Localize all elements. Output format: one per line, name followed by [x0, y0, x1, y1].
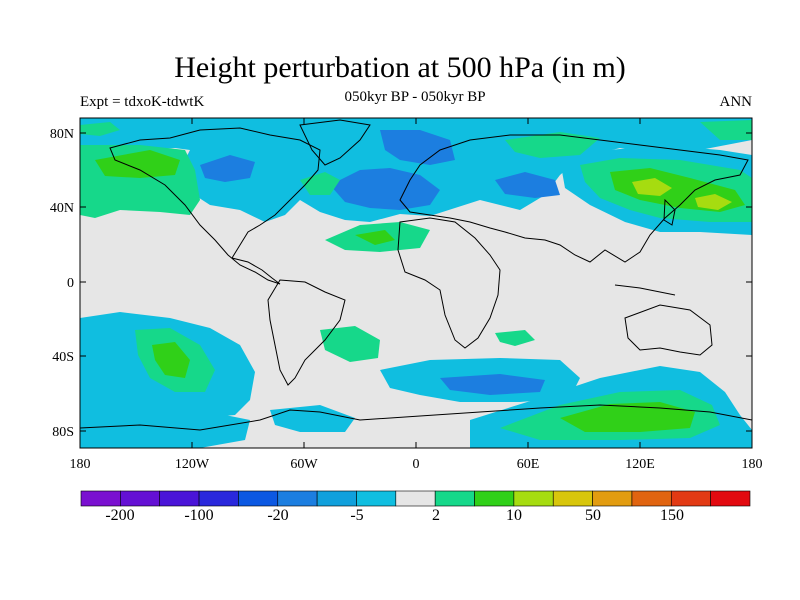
colorbar-label: -100: [184, 507, 214, 524]
coast-africa: [397, 217, 501, 349]
colorbar-swatch: [316, 490, 357, 507]
lat-axis: 80N 40N 0 40S 80S: [50, 127, 752, 440]
colorbar-label: 50: [585, 507, 601, 524]
contour-southatl-core: [440, 374, 545, 395]
contour-alaska-core: [95, 150, 180, 178]
contour-safrica-positive: [495, 330, 535, 346]
contour-eastpac-positive-2: [700, 120, 752, 140]
contour-drake-negative: [270, 405, 355, 432]
colorbar-label: 2: [432, 507, 440, 524]
lon-tick-label: 60E: [517, 457, 540, 472]
lat-tick-label: 40N: [50, 201, 74, 216]
contour-arctic-positive: [505, 132, 600, 158]
contour-indian-core: [560, 402, 695, 432]
experiment-label: Expt = tdxoK-tdwtK: [80, 94, 205, 110]
lat-tick-label: 80S: [52, 425, 74, 440]
map-title: Height perturbation at 500 hPa (in m): [174, 51, 626, 84]
coastlines: [80, 119, 752, 431]
colorbar-swatch: [80, 490, 121, 507]
coast-japan: [663, 198, 676, 226]
coast-north-america: [109, 127, 321, 285]
colorbar-swatch: [552, 490, 593, 507]
coast-europe-asia: [399, 134, 749, 263]
colorbar-swatch: [670, 490, 711, 507]
contour-samerica-positive: [320, 326, 380, 362]
colorbar-swatch: [198, 490, 239, 507]
season-label: ANN: [719, 94, 753, 110]
coast-australia: [624, 304, 713, 356]
colorbar: [80, 490, 751, 507]
colorbar-swatch: [159, 490, 200, 507]
colorbar-swatch: [631, 490, 672, 507]
contour-southpac-core: [152, 342, 190, 378]
colorbar-swatch: [277, 490, 318, 507]
colorbar-label: -200: [105, 507, 135, 524]
colorbar-swatch: [474, 490, 515, 507]
contour-pacific-peak-2: [695, 194, 732, 210]
lon-tick-label: 120W: [175, 457, 210, 472]
lat-tick-label: 40S: [52, 350, 74, 365]
contour-atlantic-core: [330, 168, 440, 210]
contour-fields: [80, 118, 752, 448]
contour-eastpac-positive: [80, 122, 120, 136]
coast-indonesia: [614, 284, 676, 296]
lon-tick-label: 0: [413, 457, 420, 472]
lon-tick-label: 120E: [625, 457, 655, 472]
coast-antarctica: [80, 404, 752, 431]
contour-pacific-peak: [632, 178, 672, 196]
colorbar-label: 150: [660, 507, 684, 524]
contour-canada-core: [200, 155, 255, 182]
lon-tick-label: 180: [70, 457, 91, 472]
contour-southpac-band: [80, 405, 250, 448]
coast-south-america: [267, 279, 346, 386]
colorbar-swatch: [513, 490, 554, 507]
contour-arctic-core: [380, 130, 455, 165]
map-subtitle: 050kyr BP - 050kyr BP: [344, 89, 486, 105]
lat-tick-label: 0: [67, 276, 74, 291]
colorbar-label: -5: [350, 507, 364, 524]
contour-europe-positive: [300, 172, 340, 195]
lon-axis: 180 120W 60W 0 60E 120E 180: [70, 118, 763, 472]
colorbar-swatch: [592, 490, 633, 507]
colorbar-swatch: [238, 490, 279, 507]
contour-siberia-core: [495, 172, 560, 198]
colorbar-label: 10: [506, 507, 522, 524]
colorbar-label: -20: [267, 507, 289, 524]
colorbar-swatch: [395, 490, 436, 507]
lat-tick-label: 80N: [50, 127, 74, 142]
colorbar-swatch: [356, 490, 397, 507]
contour-atlantic-positive-core: [355, 230, 395, 245]
coast-greenland: [299, 119, 371, 166]
colorbar-swatch: [434, 490, 475, 507]
colorbar-swatch: [710, 490, 751, 507]
lon-tick-label: 60W: [290, 457, 318, 472]
lon-tick-label: 180: [742, 457, 763, 472]
colorbar-swatch: [120, 490, 161, 507]
